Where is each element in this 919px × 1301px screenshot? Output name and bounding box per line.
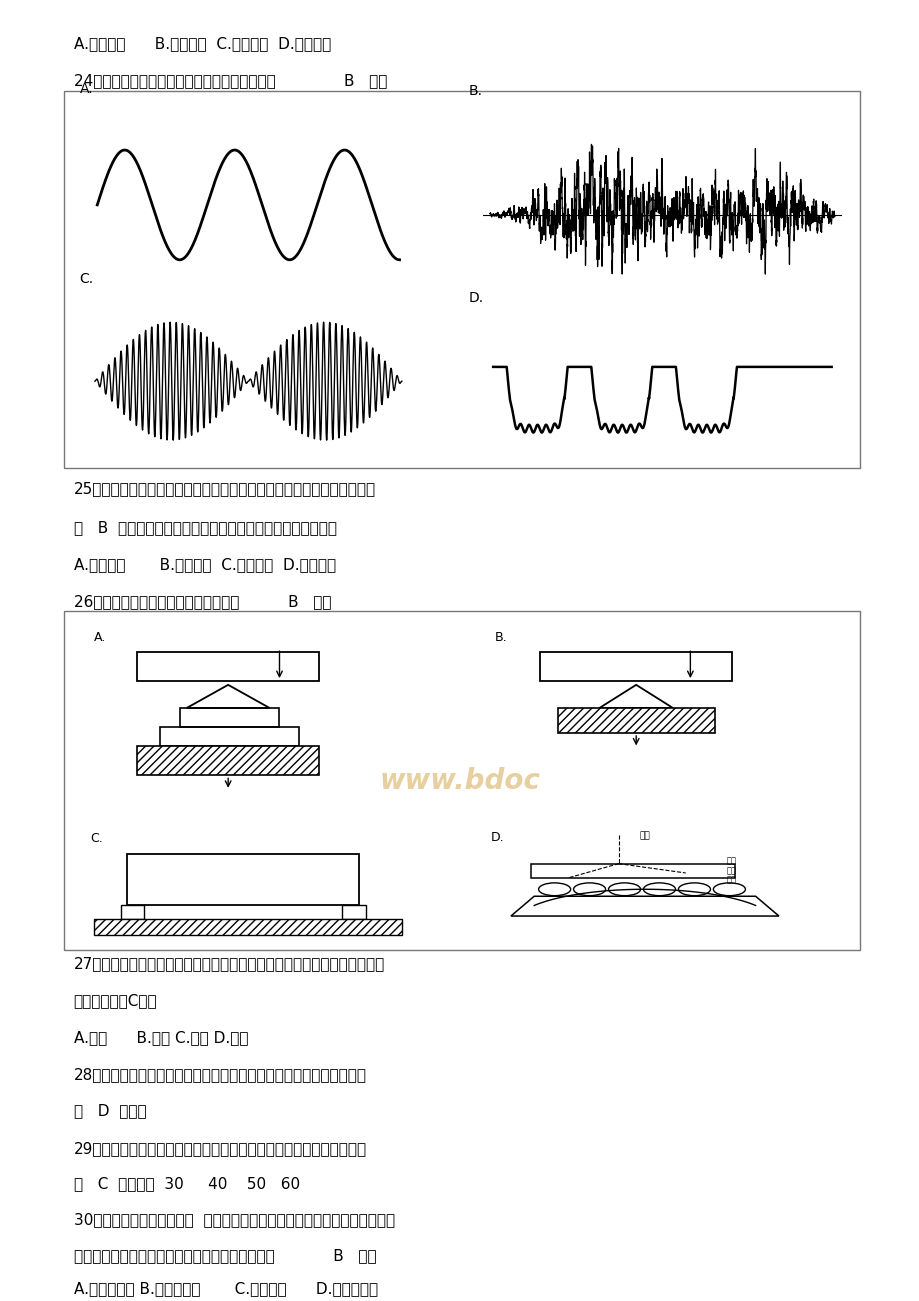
Polygon shape bbox=[510, 896, 778, 916]
Bar bbox=[342, 905, 365, 919]
Bar bbox=[137, 652, 319, 680]
Text: C.: C. bbox=[79, 272, 94, 286]
Text: B.: B. bbox=[494, 631, 506, 644]
Bar bbox=[180, 708, 279, 727]
Text: 25．当使用液压加载系统在试验台座上或现场进行试验时，必须配置各种: 25．当使用液压加载系统在试验台座上或现场进行试验时，必须配置各种 bbox=[74, 481, 375, 497]
Text: A.加载装置       B.支承系统  C.测量系统  D.控制系统: A.加载装置 B.支承系统 C.测量系统 D.控制系统 bbox=[74, 557, 335, 572]
Text: A.局部变形      B.整体变形  C.应变观测  D.裂缝观测: A.局部变形 B.整体变形 C.应变观测 D.裂缝观测 bbox=[74, 36, 331, 52]
Bar bbox=[557, 708, 714, 732]
Bar bbox=[64, 91, 859, 468]
Text: A.: A. bbox=[94, 631, 107, 644]
Text: 27．实践证明，结构的尺寸效应、构造要求、试验设备和经费条件等因素将: 27．实践证明，结构的尺寸效应、构造要求、试验设备和经费条件等因素将 bbox=[74, 956, 384, 972]
Text: C.: C. bbox=[91, 831, 103, 844]
Bar bbox=[94, 919, 402, 935]
Text: 29．试件安装中，简支结构的两支点应在同一水平面上，高差不宜超过: 29．试件安装中，简支结构的两支点应在同一水平面上，高差不宜超过 bbox=[74, 1141, 367, 1157]
Text: 制约试件的（C）。: 制约试件的（C）。 bbox=[74, 993, 157, 1008]
Text: B.: B. bbox=[468, 83, 482, 98]
Text: www.bdoc: www.bdoc bbox=[380, 766, 540, 795]
Text: 30．在进行柱静力试验时，  为了减少支座与柱端的转动摩擦以及加载过程中: 30．在进行柱静力试验时， 为了减少支座与柱端的转动摩擦以及加载过程中 bbox=[74, 1213, 394, 1228]
Text: A.强度      B.刚度 C.尺寸 D.变形: A.强度 B.刚度 C.尺寸 D.变形 bbox=[74, 1030, 248, 1046]
Text: A.固定铰支座 B.刀口铰支座       C.球铰支座      D.滚动铰支座: A.固定铰支座 B.刀口铰支座 C.球铰支座 D.滚动铰支座 bbox=[74, 1281, 378, 1297]
Bar bbox=[64, 611, 859, 950]
Bar bbox=[160, 727, 299, 747]
Text: 垫板: 垫板 bbox=[726, 856, 736, 865]
Text: D.: D. bbox=[490, 831, 504, 844]
Bar bbox=[127, 853, 358, 905]
Bar bbox=[539, 652, 732, 680]
Text: 试件: 试件 bbox=[639, 831, 649, 840]
Bar bbox=[531, 864, 734, 878]
Text: 24．下列各种振动波形中为随机振动波形的是（              B   ）。: 24．下列各种振动波形中为随机振动波形的是（ B ）。 bbox=[74, 73, 387, 88]
Text: 26．下列各图中属于固定铰支座的是（          B   ）。: 26．下列各图中属于固定铰支座的是（ B ）。 bbox=[74, 595, 331, 610]
Text: A.: A. bbox=[79, 82, 93, 96]
Text: （   D  ）倍。: （ D ）倍。 bbox=[74, 1103, 146, 1119]
Text: 液钢: 液钢 bbox=[726, 866, 736, 876]
Text: 之乃: 之乃 bbox=[726, 876, 736, 885]
Text: 28．使用应变计测应变值时，对于混凝土试件，标距应大于骨料粒径的: 28．使用应变计测应变值时，对于混凝土试件，标距应大于骨料粒径的 bbox=[74, 1067, 366, 1082]
Text: （   C  ）跨度。  30     40    50   60: （ C ）跨度。 30 40 50 60 bbox=[74, 1176, 300, 1192]
Bar bbox=[120, 905, 143, 919]
Text: D.: D. bbox=[468, 291, 483, 304]
Text: （   B  ），来承受液压加载器对结构加载时产生的反作用力。: （ B ），来承受液压加载器对结构加载时产生的反作用力。 bbox=[74, 520, 336, 536]
Text: 避免出现施力位置改变，柱子试验支座通常采用（            B   ）。: 避免出现施力位置改变，柱子试验支座通常采用（ B ）。 bbox=[74, 1248, 376, 1263]
Bar bbox=[137, 747, 319, 775]
